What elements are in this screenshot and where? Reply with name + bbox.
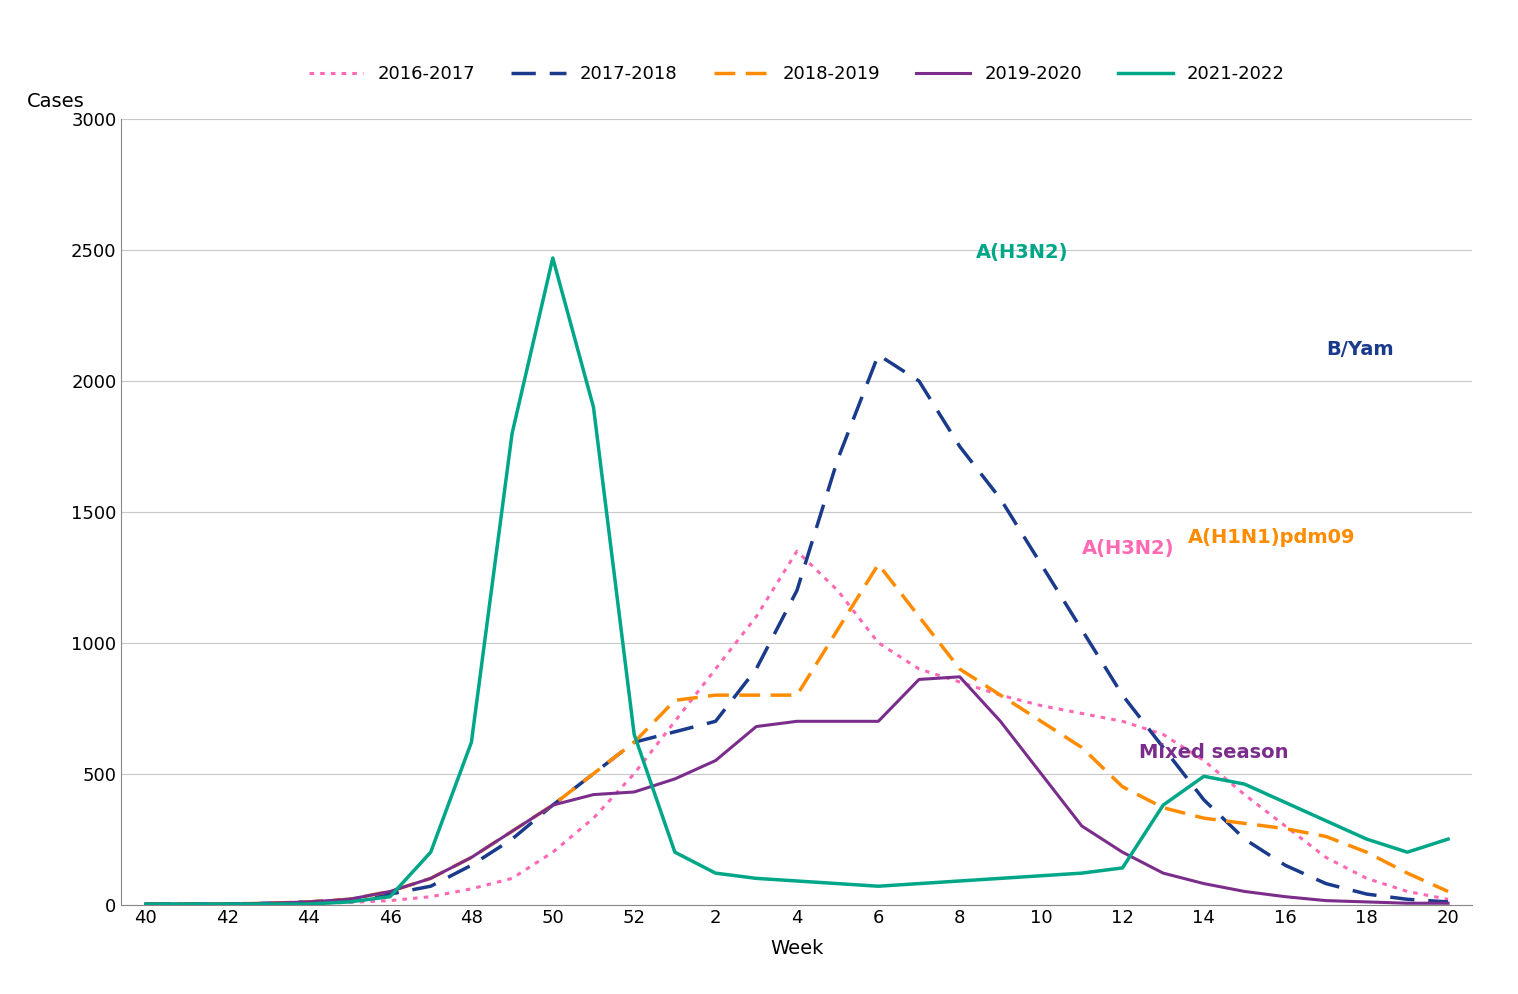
Text: A(H1N1)pdm09: A(H1N1)pdm09 [1187, 529, 1356, 548]
X-axis label: Week: Week [770, 938, 824, 957]
Legend: 2016-2017, 2017-2018, 2018-2019, 2019-2020, 2021-2022: 2016-2017, 2017-2018, 2018-2019, 2019-20… [302, 58, 1292, 90]
Text: Mixed season: Mixed season [1138, 743, 1289, 762]
Text: B/Yam: B/Yam [1325, 340, 1394, 359]
Text: A(H3N2): A(H3N2) [976, 243, 1069, 262]
Text: A(H3N2): A(H3N2) [1082, 539, 1175, 558]
Text: Cases: Cases [27, 92, 85, 111]
